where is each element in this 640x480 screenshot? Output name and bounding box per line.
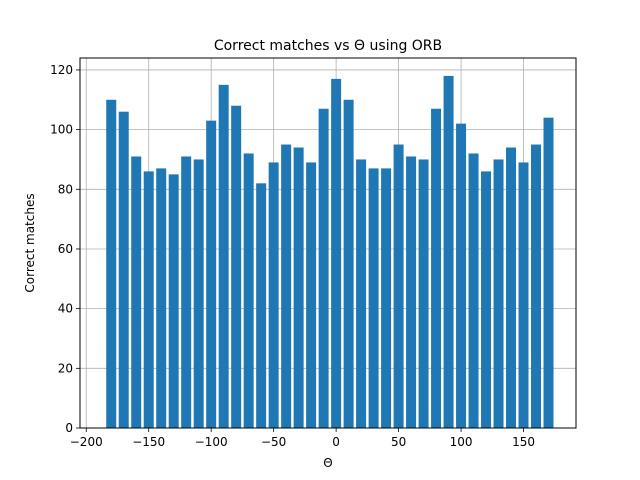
- y-tick-label: 60: [58, 242, 73, 256]
- x-tick-label: −50: [261, 435, 286, 449]
- x-tick-label: 50: [391, 435, 406, 449]
- y-tick-label: 40: [58, 302, 73, 316]
- plot-frame: [79, 57, 577, 429]
- bar: [331, 78, 342, 429]
- bar: [206, 120, 217, 429]
- x-tick-label: 100: [450, 435, 473, 449]
- bar: [431, 108, 442, 429]
- bar: [281, 144, 292, 428]
- bar: [118, 111, 129, 428]
- bar: [293, 147, 304, 429]
- bar: [306, 162, 317, 428]
- bar: [518, 162, 529, 428]
- bar: [381, 168, 392, 428]
- bar: [106, 99, 117, 428]
- bar: [543, 117, 554, 428]
- bar: [318, 108, 329, 429]
- x-tick-label: 0: [332, 435, 340, 449]
- y-tick-label: 100: [50, 123, 73, 137]
- y-tick-label: 0: [65, 421, 73, 435]
- bar: [181, 156, 192, 428]
- bar: [343, 99, 354, 428]
- bar: [418, 159, 429, 429]
- bar: [468, 153, 479, 428]
- x-tick-label: −150: [132, 435, 165, 449]
- x-axis-label: Θ: [323, 456, 332, 470]
- bar: [156, 168, 167, 428]
- bar: [168, 174, 179, 428]
- chart-title: Correct matches vs Θ using ORB: [214, 38, 442, 54]
- bar: [443, 75, 454, 428]
- bar: [268, 162, 279, 428]
- bar: [256, 183, 267, 428]
- y-tick-label: 120: [50, 63, 73, 77]
- x-axis-ticks: −200 −150 −100 −50 0 50 100 150: [70, 428, 535, 449]
- bar: [193, 159, 204, 429]
- y-tick-label: 80: [58, 182, 73, 196]
- bar: [531, 144, 542, 428]
- bar: [218, 84, 229, 429]
- x-tick-label: −200: [70, 435, 103, 449]
- y-tick-label: 20: [58, 361, 73, 375]
- bar: [393, 144, 404, 428]
- x-tick-label: 150: [512, 435, 535, 449]
- bar: [131, 156, 142, 428]
- bars: [106, 75, 554, 429]
- bar: [356, 159, 367, 429]
- bar: [231, 105, 242, 428]
- bar: [368, 168, 379, 428]
- bar: [143, 171, 154, 429]
- bar: [493, 159, 504, 429]
- x-tick-label: −100: [195, 435, 228, 449]
- y-axis-label: Correct matches: [23, 193, 37, 292]
- y-axis-ticks: 0 20 40 60 80 100 120: [50, 63, 80, 435]
- bar: [406, 156, 417, 428]
- bar: [481, 171, 492, 429]
- bar: [456, 123, 467, 428]
- bar: [506, 147, 517, 429]
- bar: [243, 153, 254, 428]
